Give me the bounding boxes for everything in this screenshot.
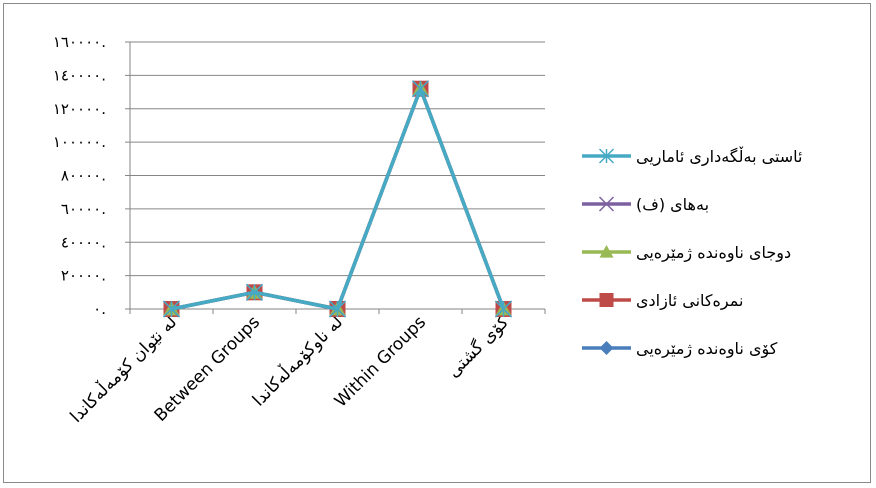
series-4 [162, 80, 513, 318]
y-tick-label: ١٢٠٠٠٠. [53, 100, 106, 118]
legend-label: دوجای ناوەندە ژمێرەیی [636, 243, 791, 263]
series-5 [162, 80, 513, 318]
y-tick-label: ٦٠٠٠٠. [61, 200, 106, 218]
legend-label: بەهای (ف) [636, 195, 709, 214]
data-point [245, 283, 264, 301]
chart-frame: ٠. ٢٠٠٠٠. ٤٠٠٠٠. ٦٠٠٠٠. ٨٠٠٠٠. ١٠٠٠٠٠. ١٢٠٠٠٠.… [3, 3, 871, 483]
y-tick-label: ٨٠٠٠٠. [61, 167, 106, 185]
data-point [599, 245, 614, 258]
series-3 [163, 80, 512, 316]
axes [129, 42, 546, 314]
series-2 [163, 80, 512, 317]
data-point [162, 300, 181, 318]
y-tick-label: ٠. [93, 300, 106, 318]
data-point [411, 80, 430, 98]
data-point [328, 300, 347, 318]
legend-label: نمرەکانی ئازادی [636, 291, 743, 311]
y-tick-label: ١٤٠٠٠٠. [53, 66, 106, 84]
legend-item: نمرەکانی ئازادی [582, 291, 743, 311]
legend: ئاستی بەڵگەداری ئاماریی بەهای (ف) دوجای نا… [582, 146, 803, 359]
data-point [598, 196, 615, 212]
legend-label: کۆی ناوەندە ژمێرەیی [636, 339, 778, 359]
y-tick-labels: ٠. ٢٠٠٠٠. ٤٠٠٠٠. ٦٠٠٠٠. ٨٠٠٠٠. ١٠٠٠٠٠. ١٢٠٠٠٠.… [53, 33, 106, 318]
y-tick-label: ٢٠٠٠٠. [61, 267, 106, 285]
legend-label: ئاستی بەڵگەداری ئاماریی [636, 146, 803, 167]
series-1 [163, 80, 512, 317]
data-point [599, 341, 614, 355]
y-tick-label: ١٠٠٠٠٠. [53, 133, 106, 151]
y-tick-label: ١٦٠٠٠٠. [53, 33, 106, 51]
series-lines [162, 80, 513, 318]
y-tick-label: ٤٠٠٠٠. [61, 233, 106, 251]
legend-item: کۆی ناوەندە ژمێرەیی [582, 339, 778, 359]
gridlines [125, 41, 545, 310]
line-chart: ٠. ٢٠٠٠٠. ٤٠٠٠٠. ٦٠٠٠٠. ٨٠٠٠٠. ١٠٠٠٠٠. ١٢٠٠٠٠.… [53, 33, 803, 427]
data-point [494, 300, 513, 318]
legend-item: دوجای ناوەندە ژمێرەیی [582, 243, 791, 263]
data-point [599, 293, 614, 307]
x-tick-label: کۆی گشتی [443, 311, 514, 382]
data-point [598, 148, 615, 164]
legend-item: بەهای (ف) [582, 195, 709, 214]
legend-item: ئاستی بەڵگەداری ئاماریی [582, 146, 803, 167]
